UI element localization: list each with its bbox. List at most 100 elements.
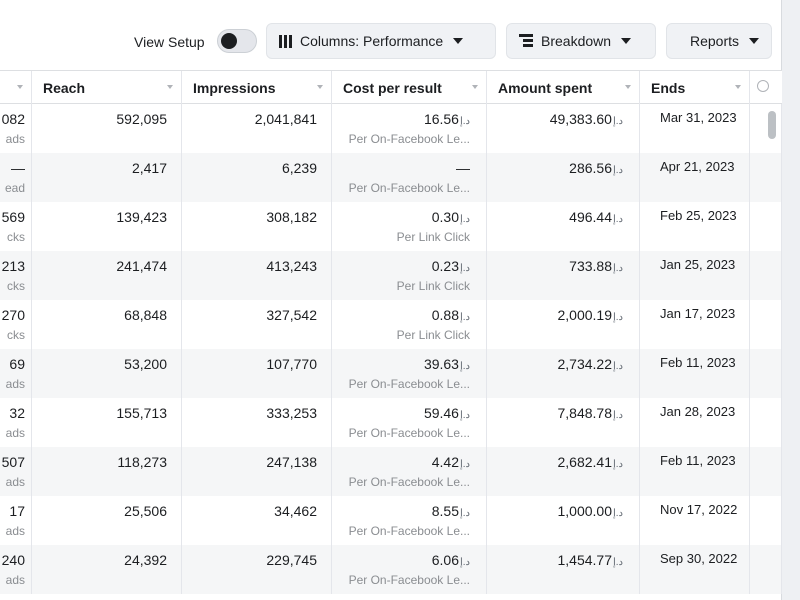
reports-button-label: Reports — [689, 33, 739, 49]
currency-symbol: د.إ — [612, 508, 623, 519]
caret-down-icon — [621, 38, 632, 44]
cell-value: Jan 28, 2023 — [660, 404, 735, 419]
column-header-impressions[interactable]: Impressions — [182, 71, 332, 104]
cell-reach: 24,392 — [32, 545, 182, 594]
cell-value: 69 — [9, 356, 25, 372]
cell-ends: Feb 11, 2023 — [640, 447, 750, 496]
cell-impressions: 327,542 — [182, 300, 332, 349]
cell-value: 68,848 — [124, 307, 167, 323]
cell-value-text: 1,454.77 — [557, 552, 612, 568]
cell-ends: Nov 17, 2022 — [640, 496, 750, 545]
cell-value: 2,000.19د.إ — [557, 307, 623, 323]
ads-manager-panel: View Setup Columns: Performance Breakdow… — [0, 0, 782, 600]
cell-value-text: 240 — [1, 552, 25, 568]
cell-reach: 53,200 — [32, 349, 182, 398]
cell-amount-spent: 286.56د.إ — [487, 153, 640, 202]
cell-subtext: Per On-Facebook Le... — [348, 132, 470, 146]
breakdown-button[interactable]: Breakdown — [506, 23, 656, 59]
table-row[interactable]: 240 ads 24,392 229,745 6.06د.إ Per On-Faceboo… — [0, 545, 782, 594]
cell-value-text: 1,000.00 — [557, 503, 612, 519]
cell-value-text: 118,273 — [117, 454, 167, 470]
column-settings-icon[interactable] — [757, 80, 769, 92]
cell-value-text: 270 — [1, 307, 25, 323]
cell-reach: 25,506 — [32, 496, 182, 545]
cell-reach: 118,273 — [32, 447, 182, 496]
table-row[interactable]: 69 ads 53,200 107,770 39.63د.إ Per On-Faceboo… — [0, 349, 782, 398]
table-body: 082 ads 592,095 2,041,841 16.56د.إ Per On-Fac… — [0, 104, 782, 594]
cell-value-text: — — [456, 160, 470, 176]
cell-value-text: Feb 11, 2023 — [660, 355, 736, 370]
breakdown-icon — [519, 34, 533, 48]
reports-button[interactable]: Reports — [666, 23, 772, 59]
table-row[interactable]: 270 cks 68,848 327,542 0.88د.إ Per Link Click… — [0, 300, 782, 349]
cell-amount-spent: 7,848.78د.إ — [487, 398, 640, 447]
cell-truncated: 69 ads — [0, 349, 32, 398]
cell-ends: Jan 25, 2023 — [640, 251, 750, 300]
cell-value-text: 68,848 — [124, 307, 167, 323]
cell-value: 733.88د.إ — [569, 258, 623, 274]
cell-value-text: 69 — [9, 356, 25, 372]
columns-icon — [279, 34, 292, 48]
cell-value: Feb 11, 2023 — [660, 355, 736, 370]
scrollbar-thumb[interactable] — [768, 111, 776, 139]
table-row[interactable]: 082 ads 592,095 2,041,841 16.56د.إ Per On-Fac… — [0, 104, 782, 153]
cell-subtext: Per Link Click — [396, 230, 470, 244]
cell-value: 327,542 — [266, 307, 317, 323]
currency-symbol: د.إ — [459, 214, 470, 225]
cell-value: 16.56د.إ — [424, 111, 470, 127]
table-row[interactable]: 17 ads 25,506 34,462 8.55د.إ Per On-Facebook … — [0, 496, 782, 545]
cell-value-text: 2,734.22 — [557, 356, 612, 372]
view-setup-toggle[interactable] — [217, 29, 257, 53]
table-row[interactable]: 507 ads 118,273 247,138 4.42د.إ Per On-Facebo… — [0, 447, 782, 496]
table-row[interactable]: 569 cks 139,423 308,182 0.30د.إ Per Link Clic… — [0, 202, 782, 251]
cell-value: 082 — [2, 111, 25, 127]
cell-empty — [750, 153, 782, 202]
columns-button[interactable]: Columns: Performance — [266, 23, 496, 59]
cell-value-text: 2,417 — [131, 160, 167, 176]
cell-value-text: 241,474 — [116, 258, 167, 274]
cell-subtext: ads — [5, 426, 25, 440]
table-row[interactable]: — ead 2,417 6,239 — Per On-Facebook Le... 286.… — [0, 153, 782, 202]
table-row[interactable]: 32 ads 155,713 333,253 59.46د.إ Per On-Facebo… — [0, 398, 782, 447]
cell-value-text: 139,423 — [116, 209, 167, 225]
cell-cost-per-result: 8.55د.إ Per On-Facebook Le... — [332, 496, 487, 545]
cell-value-text: 59.46 — [423, 405, 459, 421]
column-header-reach[interactable]: Reach — [32, 71, 182, 104]
cell-subtext: cks — [7, 328, 25, 342]
cell-value: 49,383.60د.إ — [550, 111, 623, 127]
cell-value-text: 229,745 — [266, 552, 317, 568]
cell-subtext: Per Link Click — [396, 279, 470, 293]
column-header-amount-spent[interactable]: Amount spent — [487, 71, 640, 104]
cell-value: 24,392 — [124, 552, 167, 568]
cell-value-text: Feb 11, 2023 — [660, 453, 736, 468]
cell-ends: Jan 17, 2023 — [640, 300, 750, 349]
ads-table: Reach Impressions Cost per result Amount… — [0, 70, 782, 594]
cell-value-text: 496.44 — [569, 209, 612, 225]
cell-value-text: 6,239 — [281, 160, 317, 176]
column-header-truncated[interactable] — [0, 71, 32, 104]
cell-impressions: 2,041,841 — [182, 104, 332, 153]
cell-value-text: Mar 31, 2023 — [660, 110, 737, 125]
cell-reach: 592,095 — [32, 104, 182, 153]
cell-subtext: ead — [4, 181, 25, 195]
cell-empty — [750, 104, 782, 153]
cell-value: 34,462 — [274, 503, 317, 519]
currency-symbol: د.إ — [612, 459, 623, 470]
sort-icon — [167, 85, 173, 89]
cell-value-text: 49,383.60 — [549, 111, 612, 127]
cell-value-text: 34,462 — [274, 503, 317, 519]
cell-value-text: Nov 17, 2022 — [660, 502, 738, 517]
currency-symbol: د.إ — [459, 508, 470, 519]
cell-value-text: 6.06 — [431, 552, 459, 568]
cell-value-text: 0.88 — [431, 307, 459, 323]
cell-subtext: Per On-Facebook Le... — [348, 181, 470, 195]
cell-value-text: 4.42 — [431, 454, 459, 470]
cell-cost-per-result: 16.56د.إ Per On-Facebook Le... — [332, 104, 487, 153]
cell-value-text: 32 — [9, 405, 25, 421]
currency-symbol: د.إ — [612, 312, 623, 323]
cell-cost-per-result: 0.30د.إ Per Link Click — [332, 202, 487, 251]
column-header-cost-per-result[interactable]: Cost per result — [332, 71, 487, 104]
cell-value: 8.55د.إ — [432, 503, 470, 519]
column-header-ends[interactable]: Ends — [640, 71, 750, 104]
table-row[interactable]: 213 cks 241,474 413,243 0.23د.إ Per Link Clic… — [0, 251, 782, 300]
